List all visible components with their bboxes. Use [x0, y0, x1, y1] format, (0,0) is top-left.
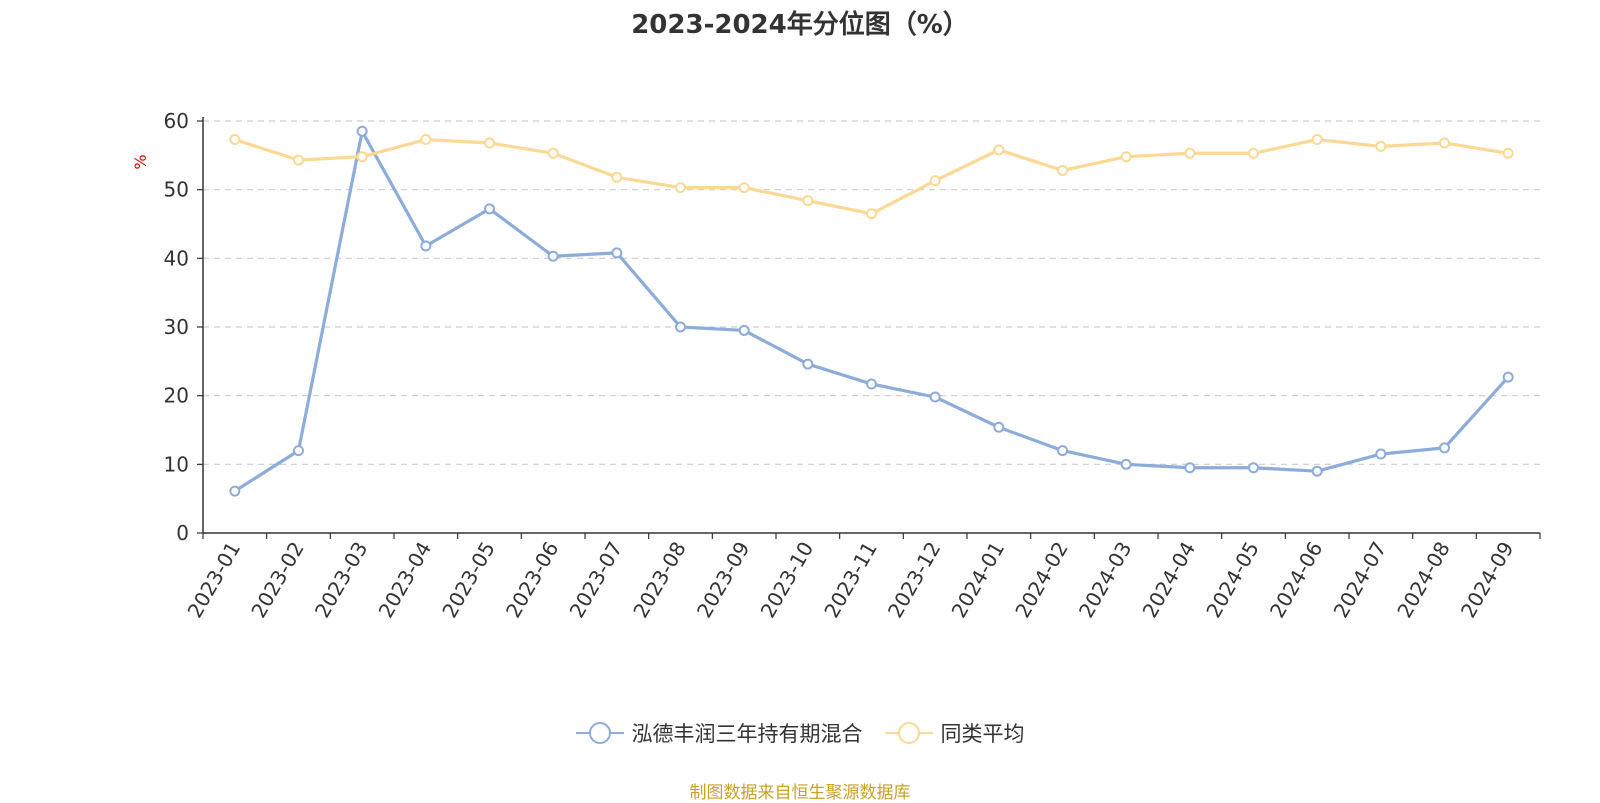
x-tick-label: 2023-07	[565, 538, 628, 622]
x-tick-label: 2023-08	[628, 538, 691, 622]
data-point-series-0[interactable]	[1502, 371, 1514, 383]
data-point-series-0[interactable]	[866, 378, 877, 390]
data-point-series-1[interactable]	[1184, 147, 1196, 159]
data-point-series-0[interactable]	[1248, 462, 1259, 474]
y-tick-label: 30	[164, 315, 189, 339]
data-point-series-0[interactable]	[1439, 442, 1450, 454]
x-tick-label: 2024-02	[1010, 538, 1073, 622]
y-axis-label: %	[131, 154, 150, 169]
data-point-series-0[interactable]	[293, 445, 304, 457]
data-point-series-1[interactable]	[293, 154, 304, 166]
data-point-series-1[interactable]	[1120, 151, 1132, 163]
y-tick-label: 60	[164, 109, 189, 133]
y-tick-label: 10	[164, 452, 189, 476]
y-tick-label: 20	[164, 384, 189, 408]
data-point-series-1[interactable]	[1248, 147, 1259, 159]
x-tick-label: 2024-06	[1265, 538, 1328, 622]
data-point-series-1[interactable]	[993, 144, 1005, 156]
x-tick-label: 2023-10	[756, 538, 819, 622]
x-tick-label: 2024-01	[947, 538, 1010, 622]
y-tick-label: 50	[164, 178, 189, 202]
data-point-series-0[interactable]	[611, 247, 623, 259]
legend-fund-marker-icon	[575, 721, 624, 745]
data-point-series-1[interactable]	[611, 171, 623, 183]
x-tick-label: 2024-07	[1329, 538, 1392, 622]
data-point-series-1[interactable]	[675, 182, 686, 194]
series-line-0	[233, 129, 1510, 493]
x-tick-label: 2023-09	[692, 538, 755, 622]
x-tick-label: 2024-08	[1392, 538, 1455, 622]
data-point-series-0[interactable]	[1120, 458, 1132, 470]
data-point-series-0[interactable]	[1375, 448, 1387, 460]
data-point-series-0[interactable]	[547, 250, 559, 262]
x-tick-label: 2023-04	[374, 538, 437, 622]
data-point-series-0[interactable]	[1311, 465, 1323, 477]
x-tick-label: 2023-02	[246, 538, 309, 622]
data-point-series-0[interactable]	[993, 421, 1005, 433]
series-lines	[229, 125, 1514, 497]
data-point-series-0[interactable]	[484, 203, 495, 215]
data-point-series-0[interactable]	[738, 324, 750, 336]
grid-lines	[203, 120, 1540, 465]
data-point-series-1[interactable]	[420, 134, 432, 146]
x-tick-label: 2024-09	[1456, 538, 1519, 622]
data-point-series-1[interactable]	[484, 137, 495, 149]
data-point-series-1[interactable]	[1311, 134, 1323, 146]
data-point-series-0[interactable]	[1057, 445, 1068, 457]
data-point-series-0[interactable]	[229, 485, 241, 497]
x-tick-label: 2023-12	[883, 538, 946, 622]
data-point-series-0[interactable]	[356, 125, 368, 137]
legend: 泓德丰润三年持有期混合 同类平均	[0, 718, 1600, 748]
legend-peer-marker-icon	[884, 721, 933, 745]
x-tick-label: 2023-11	[819, 538, 882, 622]
x-tick-label: 2023-06	[501, 538, 564, 622]
x-tick-label: 2024-04	[1138, 538, 1201, 622]
data-point-series-1[interactable]	[866, 208, 877, 220]
x-tick-label: 2023-05	[437, 538, 500, 622]
x-tick-label: 2023-03	[310, 538, 373, 622]
data-point-series-0[interactable]	[675, 321, 686, 333]
data-point-series-0[interactable]	[1184, 462, 1196, 474]
data-point-series-1[interactable]	[802, 195, 814, 207]
legend-fund-label: 泓德丰润三年持有期混合	[631, 722, 863, 746]
x-tick-label: 2024-05	[1201, 538, 1264, 622]
series-line-1	[234, 137, 1509, 216]
data-point-series-0[interactable]	[802, 358, 814, 370]
data-point-series-0[interactable]	[929, 391, 941, 403]
source-note: 制图数据来自恒生聚源数据库	[689, 783, 911, 803]
data-point-series-1[interactable]	[1375, 140, 1387, 152]
axes	[197, 117, 1541, 539]
data-point-series-1[interactable]	[929, 175, 941, 187]
data-point-series-1[interactable]	[738, 182, 750, 194]
data-point-series-1[interactable]	[229, 134, 241, 146]
data-point-series-1[interactable]	[1057, 164, 1068, 176]
x-tick-label: 2023-01	[183, 538, 246, 622]
legend-peer-label: 同类平均	[940, 722, 1025, 746]
chart-title: 2023-2024年分位图（%）	[631, 10, 969, 40]
data-point-series-0[interactable]	[420, 240, 432, 252]
y-tick-label: 0	[176, 521, 189, 545]
data-point-series-1[interactable]	[1502, 147, 1514, 159]
data-point-series-1[interactable]	[547, 147, 559, 159]
legend-item-fund[interactable]: 泓德丰润三年持有期混合	[575, 718, 863, 748]
data-point-series-1[interactable]	[1439, 137, 1450, 149]
x-tick-label: 2024-03	[1074, 538, 1137, 622]
data-point-series-1[interactable]	[356, 151, 368, 163]
y-tick-label: 40	[164, 246, 189, 270]
legend-item-peer-average[interactable]: 同类平均	[884, 718, 1025, 748]
